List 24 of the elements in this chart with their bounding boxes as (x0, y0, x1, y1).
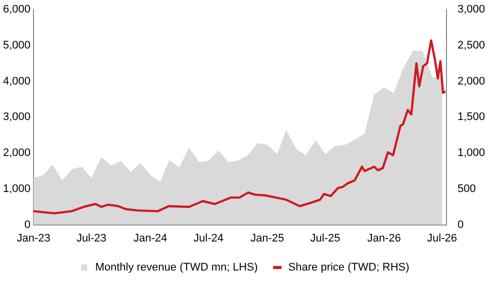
y-tick-label: 2,000 (2, 147, 31, 160)
x-tick-label: Jan-25 (250, 232, 284, 244)
y2-tick-label: 3,000 (457, 4, 486, 16)
y-tick-label: 4,000 (2, 75, 31, 88)
x-tick-label: Jul-26 (427, 232, 457, 244)
x-tick-label: Jan-24 (133, 232, 168, 244)
legend-label: Share price (TWD; RHS) (288, 262, 410, 274)
y-tick-label: 6,000 (2, 4, 31, 16)
y-tick-label: 3,000 (2, 111, 31, 124)
y-tick-label: 1,000 (2, 182, 31, 195)
y-tick-label: 5,000 (2, 40, 31, 52)
y2-tick-label: 1,500 (457, 111, 486, 124)
x-tick-label: Jul-23 (76, 232, 106, 244)
y-tick-label: 0 (24, 218, 31, 231)
y2-tick-label: 500 (457, 182, 476, 195)
y2-tick-label: 0 (457, 218, 464, 231)
x-tick-label: Jan-23 (16, 232, 50, 244)
x-tick-label: Jul-25 (310, 232, 340, 244)
y2-tick-label: 2,000 (457, 75, 486, 88)
y2-tick-label: 2,500 (457, 40, 486, 52)
y2-tick-label: 1,000 (457, 147, 486, 160)
legend-label: Monthly revenue (TWD mn; LHS) (95, 262, 258, 274)
x-tick-label: Jan-26 (367, 232, 401, 244)
x-tick-label: Jul-24 (194, 232, 224, 244)
